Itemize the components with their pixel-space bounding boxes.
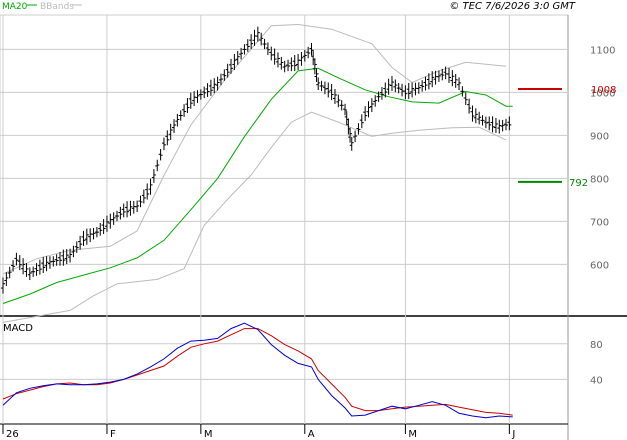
price-y-tick-label: 900 (590, 131, 609, 142)
x-tick-label: F (110, 429, 116, 440)
macd-y-tick-label: 40 (590, 375, 603, 386)
bollinger-bands (2, 23, 507, 323)
price-y-tick-label: 1100 (590, 45, 615, 56)
x-tick-label: 26 (6, 429, 19, 440)
price-y-tick-label: 600 (590, 260, 609, 271)
resistance-label: 1008 (591, 85, 616, 96)
macd-main-line (2, 322, 513, 419)
copyright-text: © TEC 7/6/2026 3:0 GMT (449, 1, 576, 12)
x-tick-label: A (308, 429, 315, 440)
price-grid (0, 48, 568, 265)
price-panel-frame (0, 14, 569, 317)
x-tick-label: J (511, 429, 515, 440)
macd-grid (0, 343, 568, 380)
ma20-polyline (2, 67, 513, 304)
support-label: 792 (569, 178, 588, 189)
price-bars (1, 26, 512, 294)
macd-lines (2, 322, 513, 419)
bbands-upper-line (2, 23, 507, 275)
price-y-tick-label: 1000 (590, 88, 615, 99)
macd-y-tick-labels: 40 80 (590, 340, 603, 387)
macd-signal-line (2, 328, 513, 416)
bbands-lower-line (2, 111, 507, 323)
x-tick-label: M (408, 429, 417, 440)
support-resistance-levels: 1008 792 (518, 85, 616, 189)
price-y-tick-labels: 600 700 800 900 1000 1100 (590, 45, 615, 271)
legend-bbands: BBands (40, 2, 74, 12)
legend-ma20: MA20 (2, 2, 28, 12)
price-y-tick-label: 700 (590, 217, 609, 228)
x-tick-label: M (204, 429, 213, 440)
price-y-tick-label: 800 (590, 174, 609, 185)
macd-title: MACD (3, 323, 33, 334)
ma20-line (2, 67, 513, 304)
x-tick-labels: 26 F M A M J (2, 15, 515, 440)
macd-y-tick-label: 80 (590, 340, 603, 351)
